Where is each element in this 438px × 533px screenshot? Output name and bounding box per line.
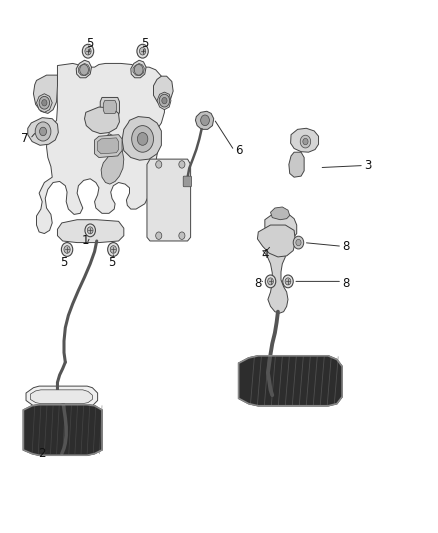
Polygon shape xyxy=(122,117,161,160)
Polygon shape xyxy=(26,386,98,407)
Text: 5: 5 xyxy=(141,37,148,50)
Text: 8: 8 xyxy=(254,277,262,290)
Circle shape xyxy=(134,64,143,75)
Circle shape xyxy=(155,161,162,168)
Text: 7: 7 xyxy=(21,132,28,146)
Text: 8: 8 xyxy=(342,277,349,290)
Circle shape xyxy=(300,135,311,148)
Polygon shape xyxy=(98,138,119,154)
Polygon shape xyxy=(195,111,214,130)
Polygon shape xyxy=(30,390,92,403)
Polygon shape xyxy=(153,76,173,104)
Polygon shape xyxy=(157,92,171,110)
Circle shape xyxy=(64,246,70,253)
Circle shape xyxy=(39,96,49,109)
Circle shape xyxy=(85,224,95,237)
Circle shape xyxy=(132,126,153,152)
Polygon shape xyxy=(103,101,117,114)
Circle shape xyxy=(35,122,51,141)
Circle shape xyxy=(155,232,162,239)
Polygon shape xyxy=(263,251,288,313)
Polygon shape xyxy=(36,94,52,112)
Polygon shape xyxy=(239,356,342,406)
Polygon shape xyxy=(57,220,124,243)
Polygon shape xyxy=(133,63,145,76)
Polygon shape xyxy=(101,134,124,184)
Text: 3: 3 xyxy=(364,159,371,172)
Circle shape xyxy=(110,246,117,253)
Polygon shape xyxy=(147,159,191,241)
Polygon shape xyxy=(290,128,318,152)
Polygon shape xyxy=(36,63,164,233)
Circle shape xyxy=(293,236,304,249)
Text: 5: 5 xyxy=(108,256,116,269)
Circle shape xyxy=(42,100,47,106)
Circle shape xyxy=(162,98,167,104)
Polygon shape xyxy=(258,225,295,257)
Circle shape xyxy=(139,47,146,55)
Circle shape xyxy=(137,44,148,58)
Polygon shape xyxy=(265,212,297,241)
Polygon shape xyxy=(85,107,120,134)
Polygon shape xyxy=(131,60,146,78)
Polygon shape xyxy=(78,63,90,76)
Polygon shape xyxy=(76,60,92,78)
Circle shape xyxy=(159,94,170,107)
Circle shape xyxy=(39,127,46,136)
Polygon shape xyxy=(271,207,290,220)
Circle shape xyxy=(80,64,88,75)
Polygon shape xyxy=(289,152,304,177)
Circle shape xyxy=(179,161,185,168)
Circle shape xyxy=(61,243,73,256)
Polygon shape xyxy=(33,75,57,114)
FancyBboxPatch shape xyxy=(183,176,191,187)
Circle shape xyxy=(296,239,301,246)
Circle shape xyxy=(82,44,94,58)
Polygon shape xyxy=(23,405,102,455)
Circle shape xyxy=(268,278,273,285)
Text: 5: 5 xyxy=(87,37,94,50)
Text: 8: 8 xyxy=(342,240,349,253)
Circle shape xyxy=(265,275,276,288)
Circle shape xyxy=(138,133,148,146)
Circle shape xyxy=(285,278,291,285)
Circle shape xyxy=(303,139,308,145)
Text: 5: 5 xyxy=(60,256,68,269)
Polygon shape xyxy=(28,118,58,146)
Circle shape xyxy=(87,227,93,234)
Text: 2: 2 xyxy=(39,447,46,460)
Circle shape xyxy=(201,115,209,126)
Text: 1: 1 xyxy=(82,235,90,247)
Text: 6: 6 xyxy=(235,144,242,157)
Circle shape xyxy=(283,275,293,288)
Circle shape xyxy=(85,47,91,55)
Circle shape xyxy=(108,243,119,256)
Text: 4: 4 xyxy=(261,248,268,261)
Polygon shape xyxy=(100,98,120,117)
Circle shape xyxy=(179,232,185,239)
Polygon shape xyxy=(95,135,122,158)
